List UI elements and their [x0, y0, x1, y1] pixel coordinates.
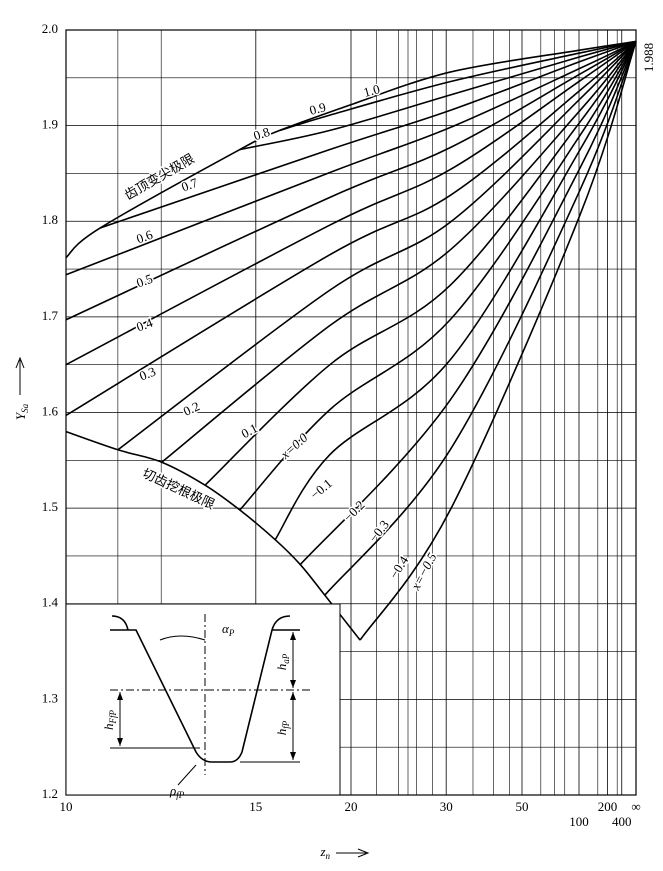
- y-tick-label: 1.3: [42, 690, 58, 705]
- rack-profile: [110, 615, 300, 763]
- leader: [177, 764, 197, 786]
- y-tick-label: 1.8: [42, 212, 58, 227]
- hf-label: hfP: [274, 720, 291, 735]
- curve-label: 0.4: [134, 315, 155, 335]
- curve-label: x=−0.5: [407, 550, 440, 593]
- curve: [299, 41, 637, 566]
- curve: [324, 41, 637, 596]
- inset-diagram: αP haP hfP hFfP ρfP: [65, 603, 341, 800]
- hff-label: hFfP: [101, 710, 118, 730]
- curve-label: 0.9: [308, 99, 328, 118]
- curve-label: −0.1: [307, 476, 335, 503]
- y-tick-label: 1.2: [42, 786, 58, 801]
- curve-label: 0.7: [179, 175, 200, 195]
- curve: [65, 40, 637, 366]
- rho-label: ρfP: [169, 783, 185, 800]
- y-tick-label: 1.6: [42, 403, 59, 418]
- label-main: ρ: [169, 783, 176, 798]
- label-sub: aP: [281, 653, 291, 664]
- y-axis-label: YSa: [13, 403, 30, 420]
- curve-label: 0.5: [134, 271, 154, 291]
- curve: [161, 40, 637, 463]
- x-tick-label: 50: [516, 799, 529, 814]
- label-sub: fP: [176, 790, 185, 800]
- x-tick-label: 20: [345, 799, 358, 814]
- label-sub: fP: [281, 720, 291, 729]
- curve: [117, 40, 637, 451]
- inset-box: [65, 603, 341, 796]
- label-main: h: [274, 729, 289, 736]
- curve: [204, 41, 637, 486]
- x-tick-label: ∞: [631, 799, 640, 814]
- plot-frame: [65, 29, 637, 796]
- label-main: Y: [13, 411, 28, 420]
- x-tick-label: 400: [612, 814, 632, 829]
- label-main: z: [319, 844, 325, 859]
- y-arrow: [15, 356, 25, 395]
- curve-label: 齿顶变尖极限: [122, 151, 197, 203]
- curve: [65, 40, 637, 321]
- y-tick-label: 1.5: [42, 499, 58, 514]
- curve-label: 0.1: [239, 420, 260, 441]
- x-tick-label: 30: [440, 799, 453, 814]
- x-tick-label: 200: [598, 799, 618, 814]
- y-tick-label: 2.0: [42, 21, 58, 36]
- label-main: α: [222, 621, 230, 636]
- curve: [65, 103, 352, 259]
- label-sub: FfP: [108, 710, 118, 725]
- ha-label: haP: [274, 653, 291, 670]
- x-tick-label: 100: [569, 814, 589, 829]
- y-tick-label: 1.9: [42, 117, 58, 132]
- curve: [239, 40, 637, 151]
- label-sub: P: [228, 628, 235, 638]
- curve: [99, 40, 637, 229]
- x-tick-label: 10: [60, 799, 73, 814]
- label-main: h: [101, 724, 116, 731]
- curve-label: 0.8: [251, 124, 271, 143]
- curve: [65, 40, 637, 276]
- end-value-label: 1.988: [641, 43, 656, 72]
- curve: [65, 40, 637, 417]
- curve: [239, 41, 637, 511]
- alpha-label: αP: [222, 621, 235, 638]
- y-tick-label: 1.7: [42, 308, 59, 323]
- curve-label: 1.0: [362, 81, 382, 100]
- y-tick-label: 1.4: [42, 595, 59, 610]
- label-sub: Sa: [20, 403, 30, 413]
- label-sub: n: [326, 851, 331, 861]
- angle-arc: [159, 635, 206, 641]
- x-arrow: [336, 848, 370, 858]
- curve-label: 0.3: [137, 364, 158, 384]
- curve: [359, 41, 637, 641]
- label-main: h: [274, 664, 289, 671]
- x-tick-label: 15: [249, 799, 262, 814]
- curve-label: −0.3: [366, 517, 392, 545]
- curve: [274, 41, 637, 541]
- curve: [350, 40, 637, 106]
- curve-label: 切齿挖根极限: [140, 465, 217, 512]
- curve-label: 0.6: [134, 227, 155, 247]
- curves: [65, 40, 637, 641]
- x-axis-label: zn: [319, 844, 330, 861]
- curve-label: 0.2: [181, 398, 202, 418]
- curve: [65, 430, 361, 641]
- curve: [279, 40, 637, 132]
